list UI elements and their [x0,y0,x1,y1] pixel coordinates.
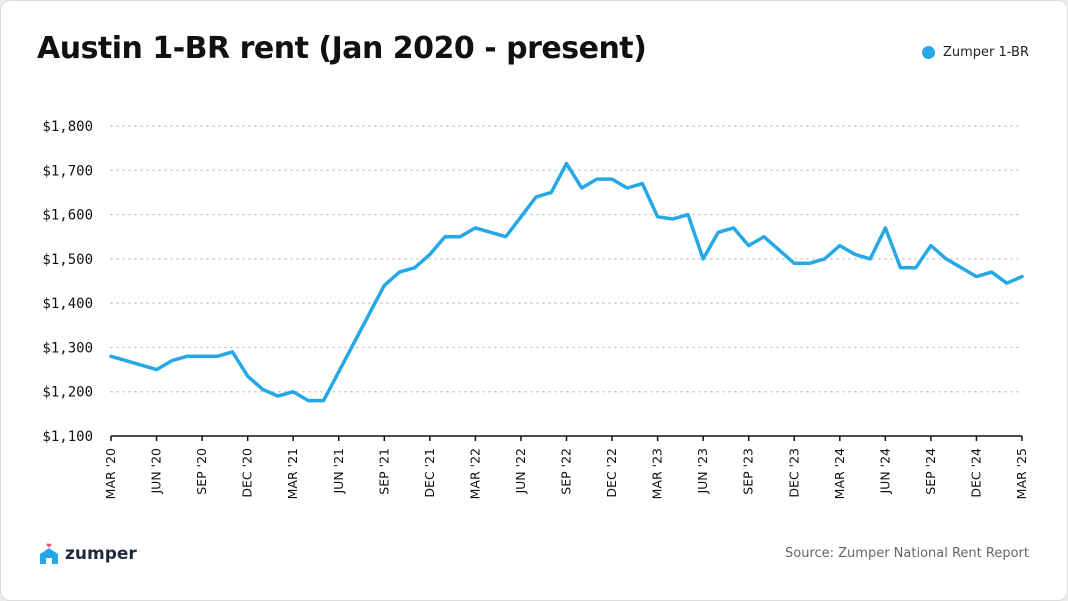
y-tick-label: $1,200 [42,385,93,401]
x-tick-label: MAR '22 [467,448,482,499]
y-tick-label: $1,500 [42,252,93,268]
x-tick-label: MAR '23 [650,448,665,499]
zumper-logo: zumper [39,543,137,565]
x-tick-label: SEP '23 [741,448,756,495]
x-tick-label: DEC '21 [422,448,437,498]
series-line [109,161,1024,403]
x-tick-label: JUN '22 [513,448,528,495]
chart-title: Austin 1-BR rent (Jan 2020 - present) [37,31,647,66]
y-tick-label: $1,700 [42,163,93,179]
x-tick-label: MAR '21 [285,448,300,499]
logo-text: zumper [65,544,137,564]
house-icon [40,543,58,564]
y-tick-label: $1,800 [42,119,93,135]
x-tick-label: DEC '20 [240,448,255,498]
x-tick-label: JUN '20 [149,448,164,495]
y-tick-label: $1,300 [42,340,93,356]
x-tick-label: DEC '23 [786,448,801,498]
x-tick-label: DEC '22 [604,448,619,498]
x-tick-label: DEC '24 [968,448,983,498]
x-tick-label: SEP '21 [376,448,391,495]
x-tick-label: JUN '24 [877,448,892,495]
x-tick-label: MAR '20 [103,448,118,499]
source-note: Source: Zumper National Rent Report [784,546,1029,561]
x-tick-label: MAR '24 [832,448,847,499]
line-chart: $1,100 $1,200 $1,300 $1,400 $1,500 $1,600 $1,7… [42,119,1029,499]
x-tick-label: JUN '23 [695,448,710,495]
x-tick-label: MAR '25 [1014,448,1029,499]
x-tick-label: SEP '20 [194,448,209,495]
y-tick-label: $1,100 [42,429,93,445]
y-tick-label: $1,600 [42,208,93,224]
legend-marker [922,46,935,59]
legend-label: Zumper 1-BR [943,45,1029,60]
x-tick-label: SEP '24 [923,448,938,495]
y-tick-label: $1,400 [42,296,93,312]
legend: Zumper 1-BR [922,45,1029,60]
x-tick-label: SEP '22 [559,448,574,495]
x-tick-label: JUN '21 [331,448,346,495]
